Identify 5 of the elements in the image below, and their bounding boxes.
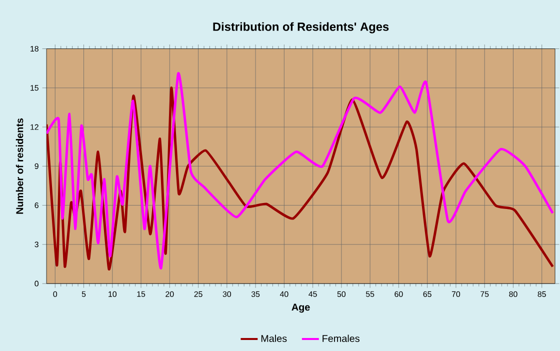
chart-title: Distribution of Residents' Ages (213, 22, 389, 34)
x-axis-title: Age (292, 304, 310, 313)
legend-label: Females (322, 334, 360, 342)
y-axis-title: Number of residents (16, 118, 24, 214)
legend-label: Males (261, 334, 287, 342)
